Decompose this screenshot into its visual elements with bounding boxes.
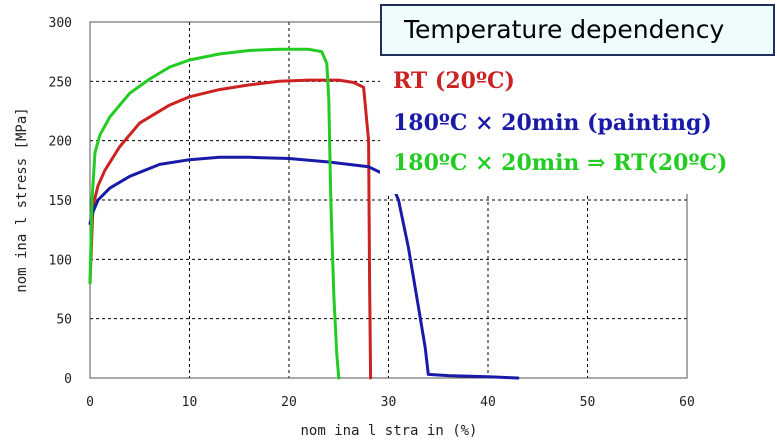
y-tick-label: 100	[49, 253, 72, 268]
tick-labels: 0 10 20 30 40 50 60 0 50 100 150 200 250 300	[49, 16, 695, 410]
legend-entry-painting: 180ºC × 20min (painting)	[393, 110, 712, 136]
y-tick-label: 300	[49, 16, 72, 31]
series-line-rt	[88, 78, 373, 380]
y-tick-label: 250	[49, 75, 72, 90]
y-tick-label: 200	[49, 135, 72, 150]
legend-entry-rt: RT (20ºC)	[393, 68, 515, 94]
x-tick-label: 60	[679, 395, 695, 410]
y-axis-title: nom ina l stress [MPa]	[14, 107, 30, 292]
grid	[90, 22, 687, 378]
series-line-painting-to-rt	[88, 47, 341, 380]
x-tick-label: 40	[480, 395, 496, 410]
x-axis-title: nom ina l stra in (%)	[300, 423, 477, 439]
x-tick-label: 0	[86, 395, 94, 410]
series-lines	[88, 47, 520, 380]
x-tick-label: 20	[281, 395, 297, 410]
y-tick-label: 0	[64, 372, 72, 387]
legend-entry-painting-to-rt: 180ºC × 20min ⇒ RT(20ºC)	[393, 150, 728, 176]
y-tick-label: 150	[49, 194, 72, 209]
x-tick-label: 30	[381, 395, 397, 410]
legend-title: Temperature dependency	[380, 4, 775, 56]
x-tick-label: 10	[182, 395, 198, 410]
y-tick-label: 50	[56, 313, 72, 328]
x-tick-label: 50	[580, 395, 596, 410]
